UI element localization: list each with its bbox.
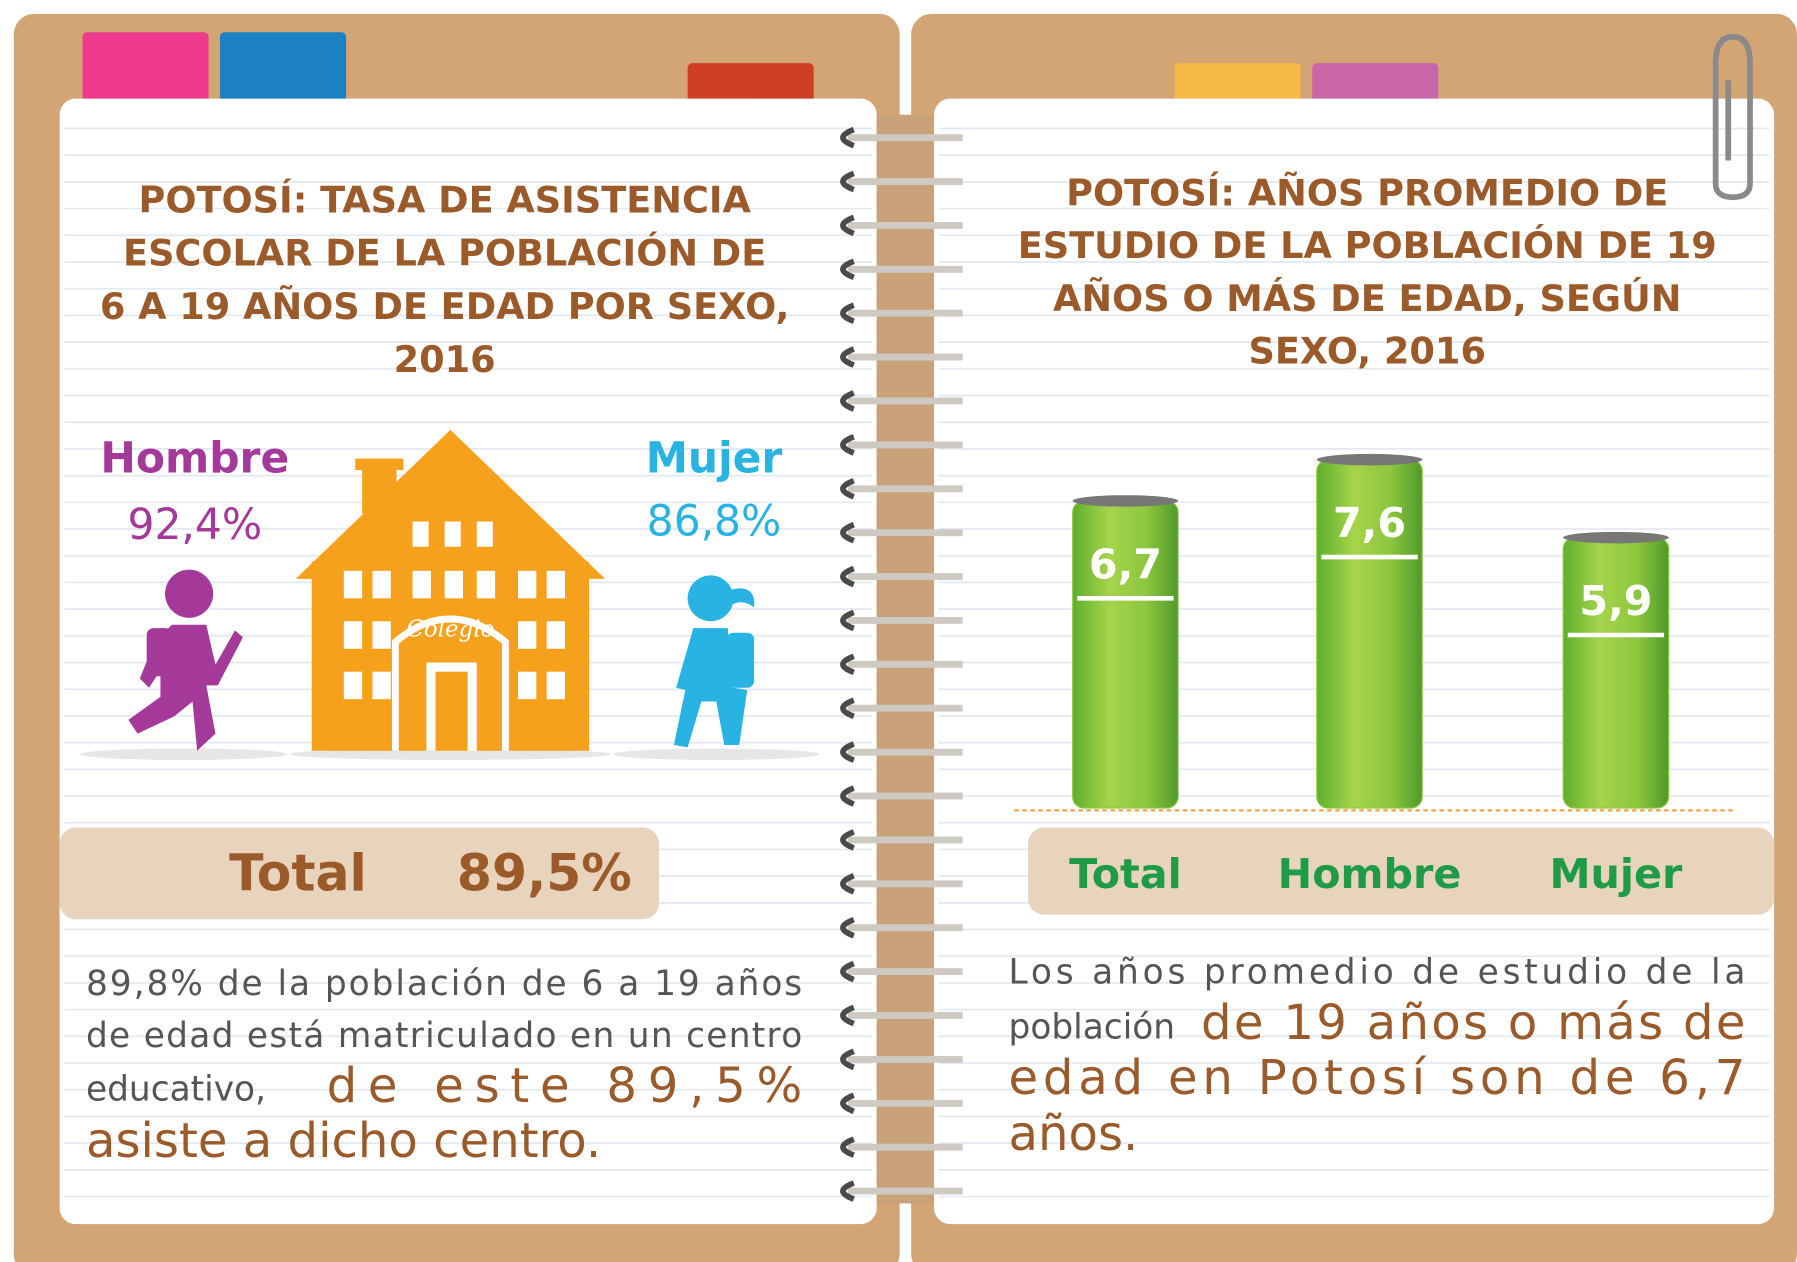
note: Los años promedio de estudio de la	[1009, 953, 1746, 993]
value-label: 7,6	[1333, 499, 1406, 547]
note: población	[1009, 1008, 1176, 1048]
category-label: Mujer	[1549, 850, 1683, 898]
ring	[840, 741, 855, 763]
spine	[876, 114, 935, 1204]
window	[343, 621, 363, 649]
ring	[840, 346, 855, 368]
ring	[840, 1092, 855, 1114]
mujer-icon	[726, 632, 755, 688]
note-large: asiste a dicho centro.	[86, 1113, 601, 1169]
hombre-icon	[146, 628, 172, 677]
total-label: Total	[229, 843, 367, 902]
ring	[840, 1136, 855, 1158]
ring	[840, 302, 855, 324]
category-label: Total	[1069, 850, 1182, 898]
title-line: 6 A 19 AÑOS DE EDAD POR SEXO,	[100, 284, 790, 328]
value-label: 5,9	[1579, 577, 1652, 625]
sign: Colegio	[406, 616, 494, 642]
shadow	[289, 748, 611, 760]
title-line: ESCOLAR DE LA POBLACIÓN DE	[123, 231, 766, 275]
window	[444, 521, 461, 547]
ring	[840, 697, 855, 719]
total-band	[59, 827, 659, 920]
ring	[840, 478, 855, 500]
window	[343, 570, 363, 599]
hombre-label: Hombre	[100, 433, 289, 482]
ring	[840, 609, 855, 632]
title-line: ESTUDIO DE LA POBLACIÓN DE 19	[1018, 223, 1717, 267]
house	[295, 429, 606, 579]
tab	[220, 32, 347, 113]
title-line: AÑOS O MÁS DE EDAD, SEGÚN	[1053, 276, 1681, 320]
ring	[840, 434, 855, 456]
window	[546, 621, 566, 649]
value-label: 6,7	[1089, 540, 1162, 588]
bar-cap	[1316, 453, 1423, 466]
mujer-label: Mujer	[646, 433, 783, 482]
window	[518, 671, 537, 700]
ring	[840, 829, 855, 851]
door	[435, 671, 468, 751]
window	[546, 570, 566, 599]
window	[518, 621, 537, 649]
shadow	[613, 748, 820, 760]
window	[412, 570, 431, 599]
ring	[840, 390, 855, 412]
window	[518, 570, 537, 599]
ring	[840, 258, 855, 281]
mujer-icon	[728, 588, 755, 608]
bar-cap	[1072, 495, 1179, 507]
bar-cap	[1563, 531, 1669, 544]
window	[444, 570, 464, 599]
paperclip	[1712, 33, 1753, 201]
category-band	[1028, 827, 1775, 915]
note: educativo,	[86, 1070, 266, 1110]
total-value: 89,5%	[457, 843, 632, 902]
tab	[82, 32, 209, 113]
window	[476, 521, 493, 547]
window	[412, 521, 429, 547]
window	[372, 570, 391, 599]
ring	[840, 521, 855, 544]
house	[355, 458, 404, 470]
ring	[840, 214, 855, 237]
note-large: de 19 años o más de	[1201, 995, 1745, 1051]
title-line: 2016	[394, 338, 496, 381]
window	[546, 671, 566, 700]
category-label: Hombre	[1278, 850, 1462, 898]
title-line: POTOSÍ: TASA DE ASISTENCIA	[138, 177, 751, 221]
window	[372, 671, 391, 700]
title-line: POTOSÍ: AÑOS PROMEDIO DE	[1066, 170, 1668, 214]
ring	[840, 653, 855, 676]
note: de edad está matriculado en un centro	[86, 1016, 802, 1056]
ring	[840, 126, 855, 149]
note: 89,8% de la población de 6 a 19 años	[86, 964, 802, 1004]
window	[476, 570, 496, 599]
note-large: años.	[1009, 1106, 1139, 1162]
mujer-icon	[687, 575, 734, 622]
ring	[840, 873, 855, 895]
ring	[840, 785, 855, 807]
ring	[840, 1004, 855, 1027]
window	[343, 671, 363, 700]
window	[372, 621, 391, 649]
ring	[840, 170, 855, 193]
door-arch	[391, 615, 509, 751]
title-line: SEXO, 2016	[1248, 330, 1485, 373]
ring	[840, 960, 855, 983]
ring	[840, 1180, 855, 1202]
note-large: edad en Potosí son de 6,7	[1009, 1050, 1746, 1106]
shadow	[80, 748, 287, 760]
ring	[840, 1048, 855, 1071]
ring	[840, 565, 855, 588]
hombre-icon	[165, 569, 214, 618]
hombre-value: 92,4%	[127, 500, 262, 549]
ring	[840, 917, 855, 939]
mujer-value: 86,8%	[647, 496, 782, 545]
